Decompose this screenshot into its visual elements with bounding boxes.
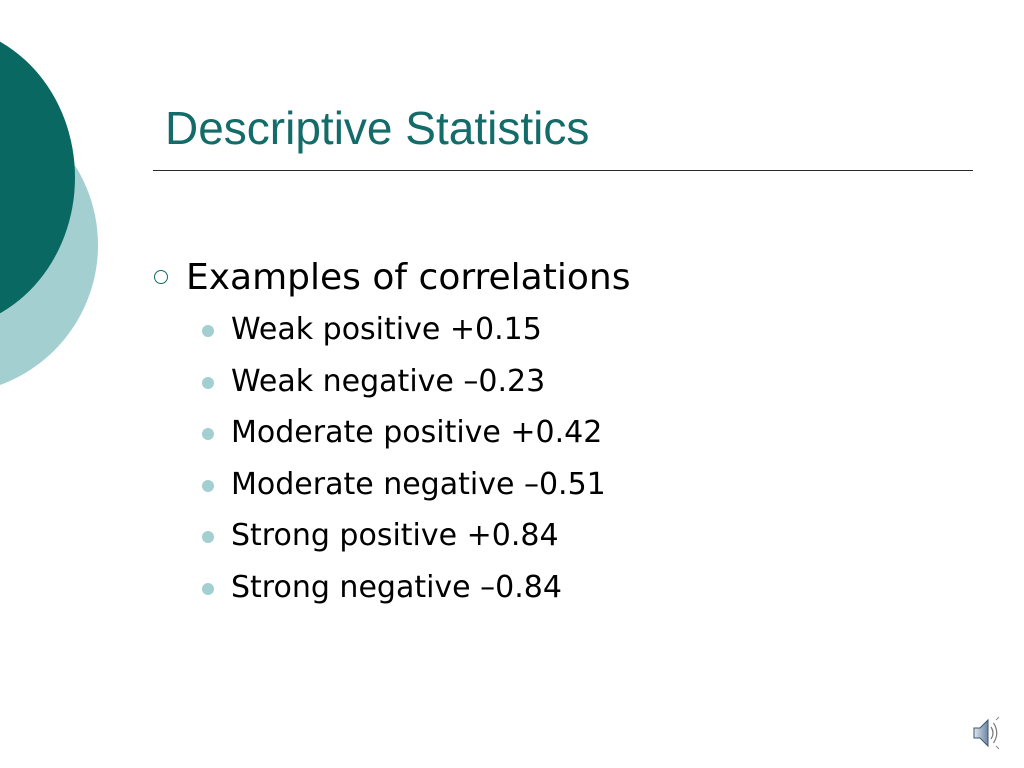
sub-bullet-item: Strong positive +0.84 <box>146 510 966 562</box>
sub-bullet-text: Moderate positive +0.42 <box>231 415 603 450</box>
sub-bullet-item: Moderate negative –0.51 <box>146 459 966 511</box>
title-divider <box>153 170 973 171</box>
hollow-circle-bullet-icon <box>154 270 168 284</box>
filled-dot-bullet-icon <box>202 479 214 492</box>
sub-bullet-item: Strong negative –0.84 <box>146 562 966 614</box>
filled-dot-bullet-icon <box>202 376 214 389</box>
sub-bullet-text: Strong positive +0.84 <box>231 518 559 553</box>
sub-bullet-text: Strong negative –0.84 <box>231 569 562 605</box>
main-bullet-item: Examples of correlations <box>146 252 966 304</box>
speaker-icon[interactable] <box>972 716 1002 750</box>
sub-bullet-text: Weak negative –0.23 <box>231 363 546 399</box>
filled-dot-bullet-icon <box>202 531 214 543</box>
sub-bullet-item: Moderate positive +0.42 <box>146 407 966 459</box>
slide-content: Examples of correlations Weak positive +… <box>146 252 966 613</box>
filled-dot-bullet-icon <box>202 428 214 440</box>
slide-title: Descriptive Statistics <box>165 102 590 154</box>
sub-bullet-item: Weak negative –0.23 <box>146 356 966 408</box>
filled-dot-bullet-icon <box>202 582 214 595</box>
sub-bullet-text: Weak positive +0.15 <box>231 312 542 347</box>
sub-bullet-text: Moderate negative –0.51 <box>231 466 606 502</box>
filled-dot-bullet-icon <box>202 325 214 337</box>
main-bullet-text: Examples of correlations <box>186 257 631 298</box>
sub-bullet-list: Weak positive +0.15 Weak negative –0.23 … <box>146 304 966 613</box>
sub-bullet-item: Weak positive +0.15 <box>146 304 966 356</box>
